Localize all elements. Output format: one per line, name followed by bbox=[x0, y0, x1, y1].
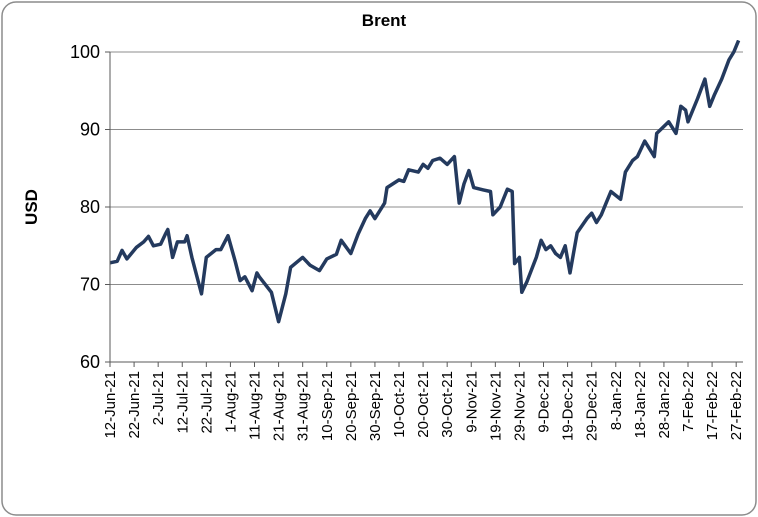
x-tick-label: 11-Aug-21 bbox=[247, 371, 264, 440]
x-tick-label: 2-Jul-21 bbox=[150, 371, 167, 425]
x-tick-label: 9-Nov-21 bbox=[463, 371, 480, 433]
x-tick-label: 7-Feb-22 bbox=[680, 371, 697, 432]
y-tick-label: 100 bbox=[70, 42, 100, 62]
x-tick-label: 20-Sep-21 bbox=[343, 371, 360, 441]
x-tick-label: 10-Oct-21 bbox=[391, 371, 408, 438]
x-tick-label: 19-Dec-21 bbox=[560, 371, 577, 441]
x-tick-label: 12-Jun-21 bbox=[102, 371, 119, 439]
x-tick-label: 1-Aug-21 bbox=[222, 371, 239, 433]
y-axis-label: USD bbox=[22, 189, 41, 225]
x-tick-label: 17-Feb-22 bbox=[704, 371, 721, 440]
x-tick-label: 18-Jan-22 bbox=[632, 371, 649, 439]
x-tick-label: 30-Sep-21 bbox=[367, 371, 384, 441]
x-tick-label: 21-Aug-21 bbox=[271, 371, 288, 441]
x-tick-label: 8-Jan-22 bbox=[608, 371, 625, 430]
x-tick-label: 27-Feb-22 bbox=[728, 371, 745, 440]
x-tick-label: 28-Jan-22 bbox=[656, 371, 673, 439]
x-tick-label: 9-Dec-21 bbox=[536, 371, 553, 433]
x-tick-label: 22-Jul-21 bbox=[198, 371, 215, 434]
x-tick-label: 30-Oct-21 bbox=[439, 371, 456, 438]
x-tick-label: 29-Nov-21 bbox=[511, 371, 528, 441]
x-tick-label: 22-Jun-21 bbox=[126, 371, 143, 439]
x-tick-label: 29-Dec-21 bbox=[584, 371, 601, 441]
x-tick-label: 10-Sep-21 bbox=[319, 371, 336, 441]
price-line bbox=[109, 40, 741, 324]
x-tick-label: 31-Aug-21 bbox=[295, 371, 312, 441]
chart-title: Brent bbox=[362, 11, 407, 30]
y-tick-label: 80 bbox=[80, 197, 100, 217]
x-tick-label: 19-Nov-21 bbox=[487, 371, 504, 441]
x-tick-label: 12-Jul-21 bbox=[174, 371, 191, 434]
y-tick-label: 60 bbox=[80, 352, 100, 372]
x-tick-label: 20-Oct-21 bbox=[415, 371, 432, 438]
y-tick-label: 90 bbox=[80, 120, 100, 140]
y-tick-label: 70 bbox=[80, 275, 100, 295]
